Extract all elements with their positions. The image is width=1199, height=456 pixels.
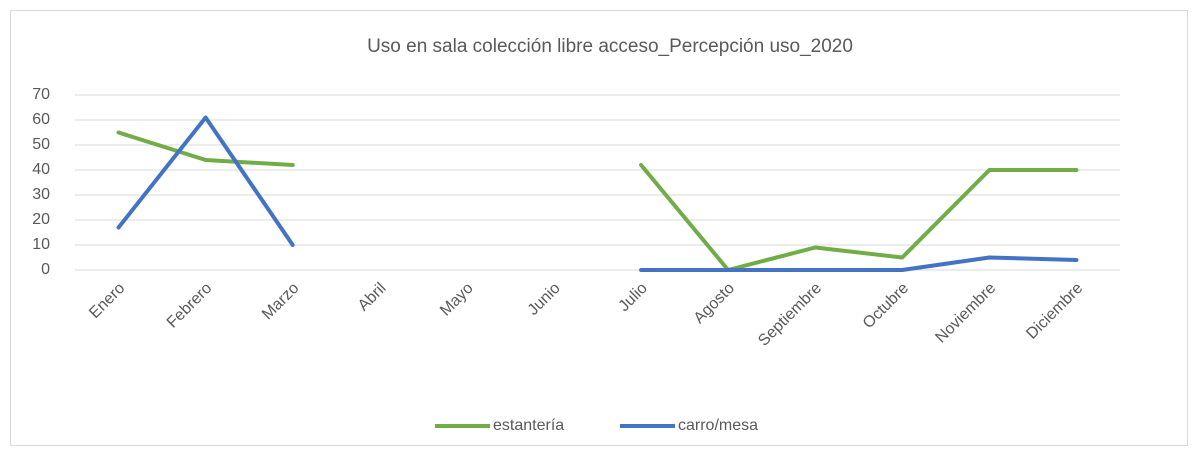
legend-label: estantería [493, 417, 564, 434]
y-tick-label: 50 [32, 136, 50, 153]
y-tick-label: 20 [32, 211, 50, 228]
data-line [116, 130, 1079, 272]
legend-label: carro/mesa [678, 417, 758, 434]
chart-border [10, 10, 1188, 446]
data-line [116, 115, 1079, 272]
y-tick-label: 10 [32, 236, 50, 253]
y-tick-label: 60 [32, 111, 50, 128]
y-tick-label: 40 [32, 161, 50, 178]
chart-title: Uso en sala colección libre acceso_Perce… [367, 36, 853, 57]
y-tick-label: 70 [32, 86, 50, 103]
y-tick-label: 30 [32, 186, 50, 203]
y-tick-label: 0 [41, 261, 50, 278]
